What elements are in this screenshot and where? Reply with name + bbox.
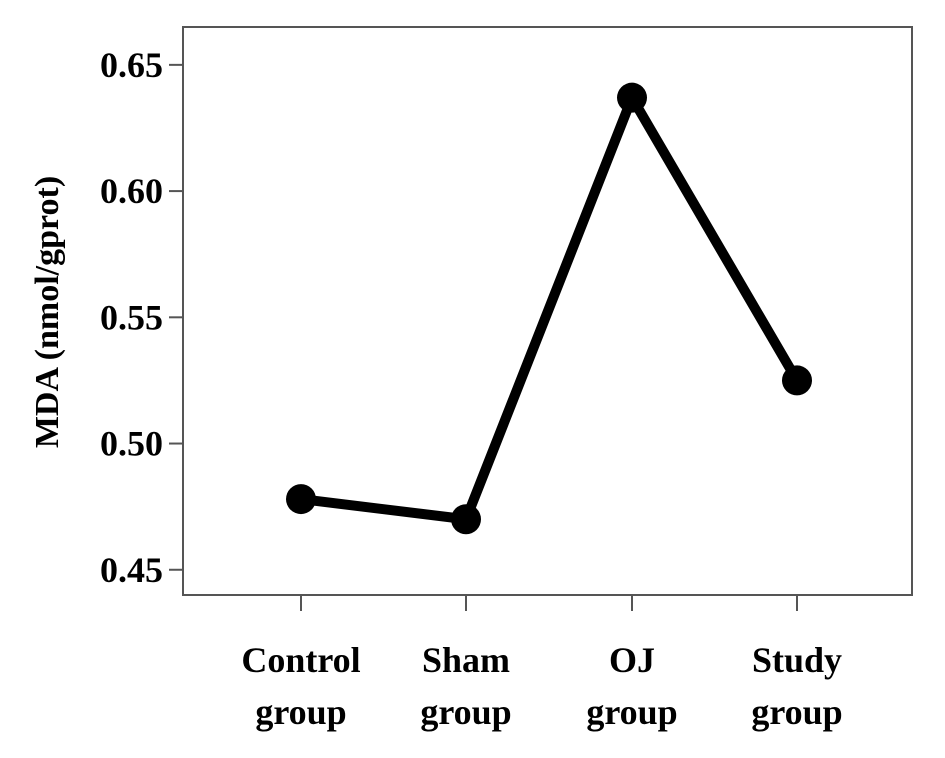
y-tick-label-4: 0.65: [100, 45, 163, 85]
x-category-label-0: Control group: [241, 640, 360, 732]
x-category-label-3-line-1: group: [751, 692, 842, 732]
x-axis: Control group Sham group OJ group Study group: [241, 595, 843, 732]
series-mda: [286, 82, 812, 535]
y-axis: 0.45 0.50 0.55 0.60 0.65: [100, 45, 183, 590]
plot-area-frame: [182, 26, 913, 596]
x-category-label-1-line-0: Sham: [422, 640, 510, 680]
y-tick-label-1: 0.50: [100, 424, 163, 464]
x-category-label-2: OJ group: [586, 640, 677, 732]
x-category-label-1-line-1: group: [420, 692, 511, 732]
y-tick-label-2: 0.55: [100, 297, 163, 337]
data-point-2: [617, 82, 647, 113]
data-point-0: [286, 484, 316, 515]
data-point-3: [782, 365, 812, 396]
x-category-label-2-line-1: group: [586, 692, 677, 732]
x-category-label-2-line-0: OJ: [609, 640, 655, 680]
x-category-label-3: Study group: [751, 640, 842, 732]
x-category-label-1: Sham group: [420, 640, 511, 732]
y-axis-label: MDA (nmol/gprot): [29, 176, 66, 448]
data-point-1: [451, 504, 481, 535]
series-line: [296, 92, 802, 525]
x-category-label-3-line-0: Study: [752, 640, 842, 680]
y-tick-label-3: 0.60: [100, 171, 163, 211]
x-category-label-0-line-1: group: [255, 692, 346, 732]
x-category-label-0-line-0: Control: [241, 640, 360, 680]
y-tick-label-0: 0.45: [100, 550, 163, 590]
